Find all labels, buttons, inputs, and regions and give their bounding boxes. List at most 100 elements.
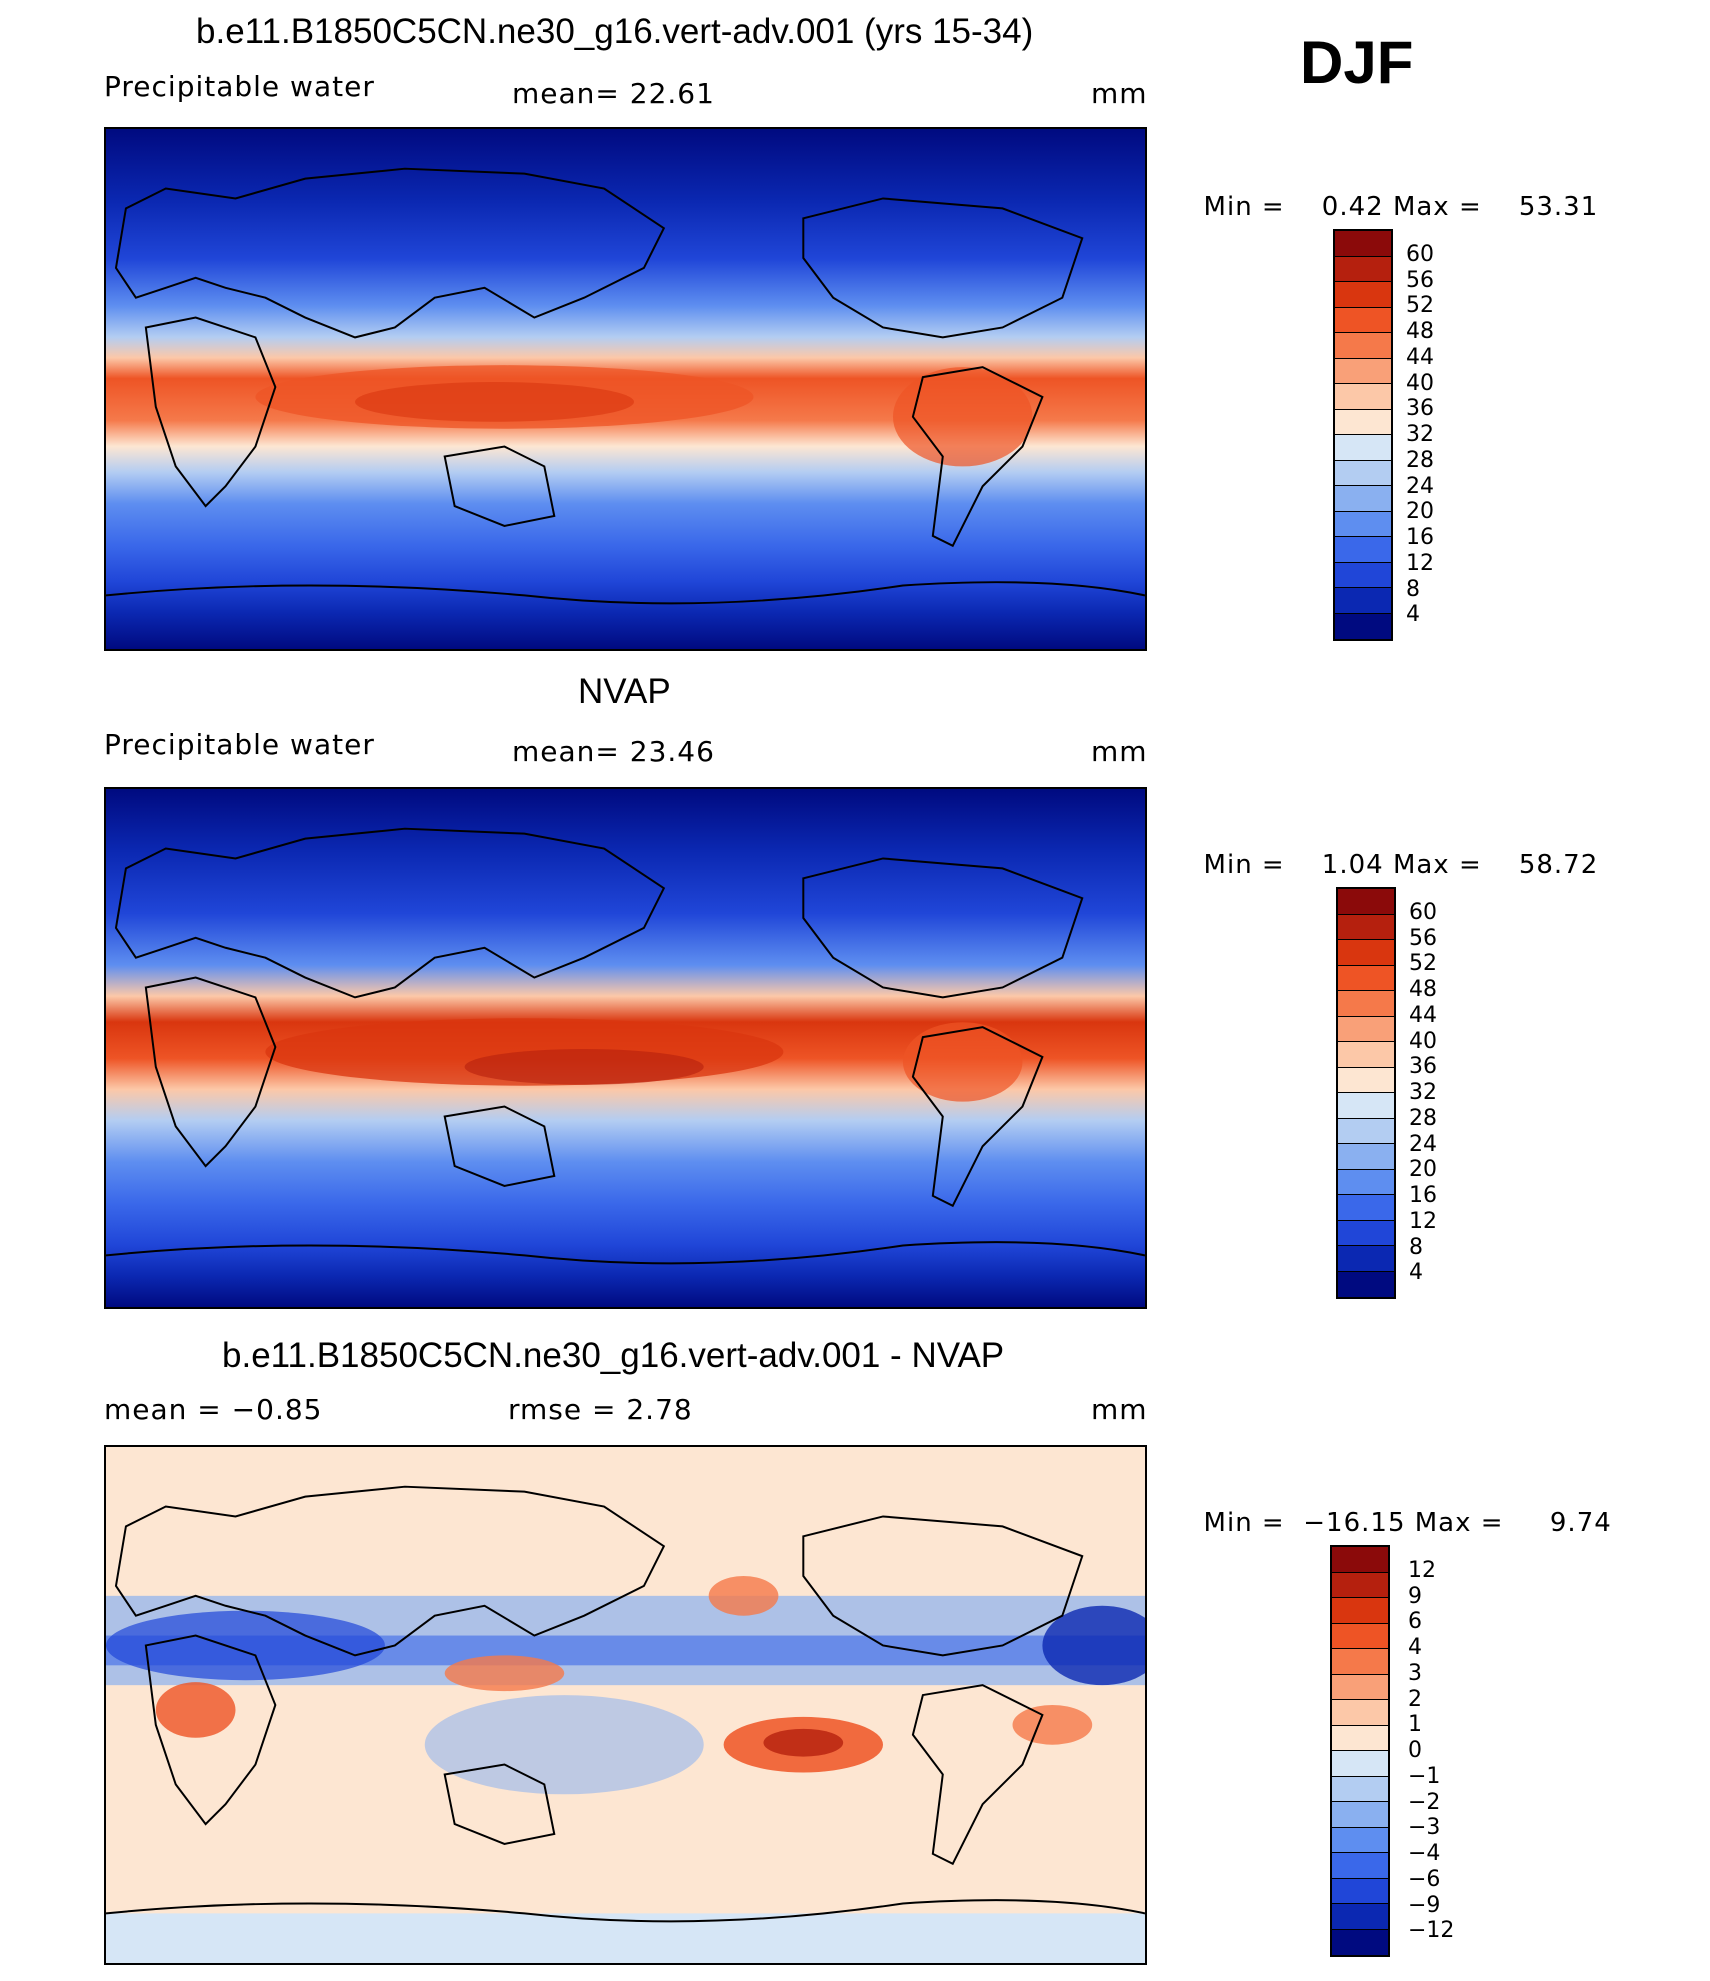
colorbar-swatch	[1338, 1246, 1394, 1272]
colorbar-swatch	[1332, 1776, 1388, 1802]
colorbar-tick-label: 60	[1409, 899, 1437, 925]
colorbar-tick-label: −3	[1408, 1815, 1441, 1841]
colorbar-swatch	[1335, 384, 1391, 410]
panel-3-mean-label: mean = −0.85	[104, 1393, 323, 1426]
colorbar-tick-label: −2	[1408, 1789, 1441, 1815]
panel-1-max-label: Max	[1392, 192, 1450, 222]
colorbar-tick-label: 28	[1406, 447, 1434, 473]
panel-3-units-label: mm	[1091, 1393, 1148, 1426]
colorbar-swatch	[1332, 1623, 1388, 1649]
colorbar-tick-label: 60	[1406, 241, 1434, 267]
panel-2-coastlines	[106, 827, 1145, 1265]
colorbar-swatch	[1335, 537, 1391, 563]
colorbar-swatch	[1335, 588, 1391, 614]
colorbar-swatch	[1335, 613, 1391, 639]
colorbar-swatch	[1338, 1016, 1394, 1042]
season-label: DJF	[1300, 29, 1414, 96]
colorbar-swatch	[1338, 1169, 1394, 1195]
panel-1-title: b.e11.B1850C5CN.ne30_g16.vert-adv.001 (y…	[196, 12, 1034, 51]
panel-3-min-value: −16.15	[1303, 1508, 1406, 1538]
colorbar-tick-label: 36	[1409, 1054, 1437, 1080]
colorbar-tick-label: 24	[1409, 1131, 1437, 1157]
colorbar-tick-label: 8	[1406, 576, 1420, 602]
colorbar-swatch	[1332, 1878, 1388, 1904]
panel-3-max-value: 9.74	[1549, 1508, 1612, 1538]
panel-2-minmax: Min = 1.04 Max = 58.72	[1203, 850, 1599, 880]
colorbar-tick-label: 32	[1406, 422, 1434, 447]
colorbar-tick-label: 16	[1406, 525, 1434, 550]
colorbar-tick-label: 44	[1406, 344, 1434, 370]
colorbar-tick-label: −12	[1408, 1918, 1455, 1944]
colorbar-tick-label: 12	[1406, 550, 1434, 576]
panel-2-min-value: 1.04	[1321, 850, 1384, 880]
colorbar-swatch	[1332, 1751, 1388, 1777]
colorbar-swatch	[1335, 435, 1391, 461]
colorbar-swatch	[1335, 307, 1391, 333]
colorbar-swatch	[1338, 889, 1394, 915]
colorbar-tick-label: 6	[1408, 1609, 1422, 1635]
colorbar-swatch	[1332, 1827, 1388, 1853]
colorbar-swatch	[1332, 1802, 1388, 1828]
colorbar-swatch	[1335, 511, 1391, 537]
colorbar-tick-label: 2	[1408, 1686, 1422, 1712]
colorbar-swatch	[1332, 1904, 1388, 1930]
colorbar-tick-label: 1	[1408, 1712, 1422, 1738]
panel-3-map	[104, 1445, 1147, 1965]
colorbar-swatch	[1335, 231, 1391, 257]
colorbar-tick-label: −1	[1408, 1763, 1441, 1789]
colorbar-tick-label: 52	[1406, 293, 1434, 319]
panel-3-colorbar	[1330, 1545, 1390, 1957]
colorbar-swatch	[1338, 1144, 1394, 1170]
panel-2-colorbar	[1336, 887, 1396, 1299]
panel-1-colorbar	[1333, 229, 1393, 641]
panel-1-min-value: 0.42	[1321, 192, 1384, 222]
colorbar-swatch	[1332, 1853, 1388, 1879]
colorbar-swatch	[1338, 1271, 1394, 1297]
panel-3-map-svg	[106, 1447, 1145, 1963]
colorbar-swatch	[1338, 914, 1394, 940]
colorbar-swatch	[1332, 1725, 1388, 1751]
colorbar-swatch	[1332, 1547, 1388, 1573]
colorbar-swatch	[1338, 1042, 1394, 1068]
panel-3-min-label: Min	[1203, 1508, 1253, 1538]
colorbar-tick-label: 52	[1409, 951, 1437, 977]
colorbar-swatch	[1335, 460, 1391, 486]
panel-1-max-value: 53.31	[1518, 192, 1599, 222]
colorbar-tick-label: 36	[1406, 396, 1434, 422]
panel-3-rmse-label: rmse = 2.78	[508, 1393, 693, 1426]
colorbar-swatch	[1335, 486, 1391, 512]
colorbar-tick-label: 56	[1409, 925, 1437, 951]
panel-2-title: NVAP	[578, 672, 671, 711]
panel-2-min-label: Min	[1203, 850, 1253, 880]
colorbar-swatch	[1335, 409, 1391, 435]
colorbar-swatch	[1338, 1220, 1394, 1246]
colorbar-tick-label: 24	[1406, 473, 1434, 499]
colorbar-tick-label: 40	[1406, 370, 1434, 396]
colorbar-tick-label: 20	[1409, 1157, 1437, 1183]
colorbar-tick-label: 4	[1408, 1635, 1422, 1660]
colorbar-tick-label: −4	[1408, 1841, 1441, 1866]
colorbar-swatch	[1338, 965, 1394, 991]
panel-1-minmax: Min = 0.42 Max = 53.31	[1203, 192, 1599, 222]
panel-3-coastlines	[106, 1485, 1145, 1923]
colorbar-swatch	[1338, 1067, 1394, 1093]
panel-3-max-label: Max	[1414, 1508, 1472, 1538]
panel-3-title: b.e11.B1850C5CN.ne30_g16.vert-adv.001 - …	[222, 1336, 1005, 1375]
colorbar-tick-label: 4	[1406, 602, 1420, 628]
panel-2-map-svg	[106, 789, 1145, 1307]
colorbar-swatch	[1332, 1598, 1388, 1624]
colorbar-swatch	[1332, 1572, 1388, 1598]
colorbar-tick-label: 0	[1408, 1738, 1422, 1763]
panel-2-map	[104, 787, 1147, 1309]
colorbar-tick-label: 20	[1406, 499, 1434, 525]
colorbar-swatch	[1335, 562, 1391, 588]
colorbar-swatch	[1332, 1700, 1388, 1726]
panel-2-max-value: 58.72	[1518, 850, 1599, 880]
colorbar-tick-label: 40	[1409, 1028, 1437, 1054]
panel-2-units-label: mm	[1091, 735, 1148, 768]
panel-2-mean-label: mean= 23.46	[512, 735, 715, 768]
colorbar-tick-label: 16	[1409, 1183, 1437, 1208]
panel-1-map	[104, 127, 1147, 651]
panel-1-units-label: mm	[1091, 77, 1148, 110]
colorbar-swatch	[1332, 1674, 1388, 1700]
